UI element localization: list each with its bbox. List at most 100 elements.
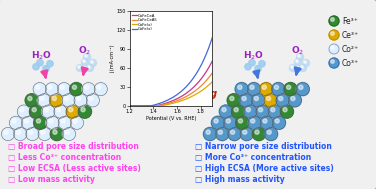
Circle shape <box>76 64 83 71</box>
CoFeCeA5 <box>202 81 207 83</box>
Text: □ Broad pore size distribution: □ Broad pore size distribution <box>8 142 139 151</box>
Circle shape <box>91 61 93 63</box>
CoFeCeA5 <box>127 105 132 107</box>
Circle shape <box>290 64 297 71</box>
Circle shape <box>12 119 16 123</box>
CoFe(x) <box>178 91 183 93</box>
Circle shape <box>284 83 297 96</box>
Circle shape <box>203 127 217 141</box>
Circle shape <box>29 130 33 134</box>
Circle shape <box>20 108 24 112</box>
Circle shape <box>272 116 285 129</box>
Circle shape <box>218 130 223 134</box>
Circle shape <box>271 108 275 112</box>
Circle shape <box>238 85 242 89</box>
Text: H$_2$O: H$_2$O <box>243 50 265 62</box>
Polygon shape <box>33 64 39 70</box>
CoFeCeA <box>178 96 183 98</box>
Circle shape <box>16 130 20 134</box>
Polygon shape <box>255 66 261 72</box>
Circle shape <box>242 96 246 101</box>
Circle shape <box>331 18 334 21</box>
Circle shape <box>29 105 42 118</box>
Circle shape <box>294 59 302 66</box>
Circle shape <box>223 116 237 129</box>
Circle shape <box>26 127 39 141</box>
Circle shape <box>274 85 279 89</box>
Circle shape <box>21 116 35 129</box>
Circle shape <box>58 116 71 129</box>
Line: CoFeCeA5: CoFeCeA5 <box>130 73 212 106</box>
Circle shape <box>4 130 8 134</box>
CoFe(x) <box>178 100 183 102</box>
Circle shape <box>77 96 81 101</box>
Circle shape <box>49 119 53 123</box>
Circle shape <box>222 108 226 112</box>
Circle shape <box>296 83 309 96</box>
Circle shape <box>304 61 306 63</box>
Circle shape <box>267 130 271 134</box>
Circle shape <box>40 96 44 101</box>
CoFeCeA <box>177 97 181 99</box>
Circle shape <box>263 119 267 123</box>
Y-axis label: j (mA·cm⁻²): j (mA·cm⁻²) <box>111 44 115 73</box>
Text: □ Low mass activity: □ Low mass activity <box>8 175 95 184</box>
CoFeCeA <box>127 105 132 107</box>
CoFeCeA5 <box>210 72 215 74</box>
Circle shape <box>46 116 59 129</box>
Line: CoFe(x): CoFe(x) <box>130 81 212 106</box>
Circle shape <box>219 105 232 118</box>
Text: □ Less Co³⁺ concentration: □ Less Co³⁺ concentration <box>8 153 121 162</box>
Circle shape <box>329 44 339 54</box>
Circle shape <box>14 127 27 141</box>
Circle shape <box>279 96 283 101</box>
Circle shape <box>211 116 224 129</box>
Circle shape <box>86 64 94 71</box>
Circle shape <box>331 46 334 49</box>
Text: O$_2$: O$_2$ <box>79 44 92 57</box>
FancyArrowPatch shape <box>138 84 212 104</box>
Circle shape <box>60 85 64 89</box>
Circle shape <box>267 96 271 101</box>
Circle shape <box>331 60 334 63</box>
Circle shape <box>329 16 339 26</box>
Circle shape <box>252 127 265 141</box>
Circle shape <box>329 30 339 40</box>
Circle shape <box>52 96 56 101</box>
Circle shape <box>259 108 263 112</box>
CoFeCeA5 <box>176 99 181 101</box>
Circle shape <box>262 85 266 89</box>
CoFeCeA5 <box>178 98 183 101</box>
Circle shape <box>83 60 85 62</box>
Circle shape <box>50 127 64 141</box>
Circle shape <box>291 66 293 68</box>
Circle shape <box>69 108 73 112</box>
Circle shape <box>82 59 88 66</box>
Circle shape <box>38 127 51 141</box>
Circle shape <box>70 83 83 96</box>
Line: CoFe(x): CoFe(x) <box>130 37 212 106</box>
Circle shape <box>82 83 95 96</box>
Circle shape <box>45 83 59 96</box>
Circle shape <box>254 96 258 101</box>
Circle shape <box>214 119 218 123</box>
Text: □ More Co³⁺ concentration: □ More Co³⁺ concentration <box>195 153 311 162</box>
Circle shape <box>61 119 65 123</box>
Circle shape <box>240 127 253 141</box>
Circle shape <box>303 60 309 67</box>
Circle shape <box>42 105 55 118</box>
CoFeCeA <box>128 105 132 107</box>
Circle shape <box>17 105 30 118</box>
Circle shape <box>53 130 57 134</box>
Circle shape <box>256 105 269 118</box>
Polygon shape <box>249 60 255 66</box>
Circle shape <box>24 119 29 123</box>
Circle shape <box>272 83 285 96</box>
Text: □ Narrow pore size distribution: □ Narrow pore size distribution <box>195 142 332 151</box>
Text: □ High mass activity: □ High mass activity <box>195 175 285 184</box>
Circle shape <box>259 83 273 96</box>
Circle shape <box>89 96 93 101</box>
CoFeCeA5 <box>197 86 202 88</box>
Circle shape <box>264 94 277 107</box>
Line: CoFeCeA: CoFeCeA <box>130 61 212 106</box>
